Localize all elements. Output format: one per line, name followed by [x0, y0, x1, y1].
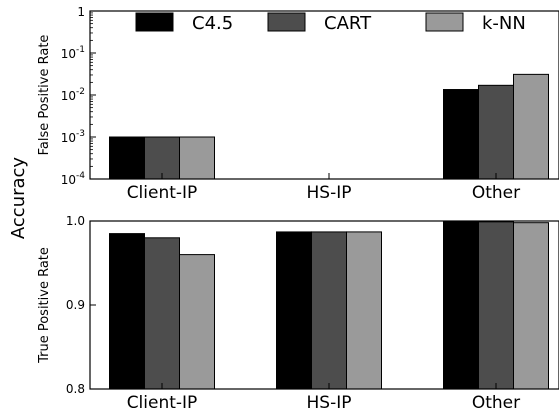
x-tick-label: HS-IP [307, 393, 352, 412]
y-tick-label: 1.0 [66, 214, 85, 228]
legend-swatch-cart [267, 12, 306, 32]
x-tick-label: Client-IP [127, 393, 198, 412]
bar-tpr-other-knn [513, 222, 549, 390]
bar-tpr-hs-ip-knn [346, 231, 382, 390]
y-tick-label: 10-1 [61, 45, 85, 61]
legend-swatch-knn [425, 12, 464, 32]
bar-tpr-client-ip-c45 [109, 233, 145, 390]
legend: C4.5 CART k-NN [135, 12, 526, 34]
bar-fpr-client-ip-cart [144, 136, 180, 180]
fpr-panel: 10-4 10-3 10-2 10-1 1 Client-IP HS-IP Other Fals… [37, 5, 559, 203]
y-tick-label: 10-3 [61, 129, 85, 145]
bar-tpr-hs-ip-c45 [276, 231, 312, 390]
y-tick-label: 0.9 [66, 298, 85, 312]
bar-tpr-client-ip-knn [179, 254, 215, 390]
y-tick-label: 10-2 [61, 87, 85, 103]
axis-ylabel: True Positive Rate [37, 247, 52, 364]
y-tick-label: 10-4 [61, 171, 86, 187]
bar-tpr-other-c45 [443, 221, 479, 390]
x-tick-label: Client-IP [127, 183, 198, 203]
figure-ylabel: Accuracy [8, 157, 29, 240]
legend-label: C4.5 [192, 13, 233, 34]
bar-tpr-client-ip-cart [144, 237, 180, 390]
x-tick-label: Other [472, 183, 520, 203]
bar-fpr-client-ip-c45 [109, 136, 145, 180]
legend-label: k-NN [482, 13, 526, 34]
x-tick-label: Other [472, 393, 520, 412]
bar-fpr-client-ip-knn [179, 136, 215, 180]
axis-ylabel: False Positive Rate [37, 35, 52, 156]
tpr-panel: 0.8 0.9 1.0 Client-IP HS-IP Other True Positiv… [37, 214, 559, 412]
y-tick-label: 0.8 [66, 382, 85, 396]
bar-fpr-other-c45 [443, 89, 479, 180]
bar-fpr-other-knn [513, 73, 549, 180]
bar-tpr-hs-ip-cart [311, 231, 347, 390]
y-tick-label: 1 [77, 5, 85, 19]
x-tick-label: HS-IP [307, 183, 352, 203]
bar-tpr-other-cart [478, 221, 514, 390]
legend-swatch-c45 [135, 12, 174, 32]
legend-label: CART [324, 13, 372, 34]
bar-fpr-other-cart [478, 84, 514, 180]
